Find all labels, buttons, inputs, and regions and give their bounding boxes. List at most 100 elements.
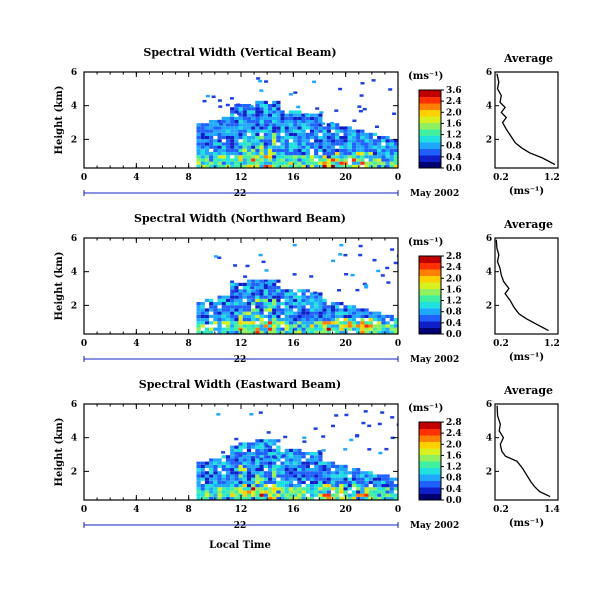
heatmap-cell — [242, 142, 247, 146]
heatmap-cell — [361, 421, 366, 425]
heatmap-cell — [301, 490, 306, 494]
heatmap-cell — [314, 471, 319, 475]
heatmap-cell — [293, 91, 298, 94]
heatmap-cell — [318, 468, 323, 472]
heatmap-cell — [330, 464, 336, 468]
heatmap-cell — [280, 292, 285, 296]
heatmap-cell — [200, 496, 205, 500]
heatmap-cell — [301, 468, 306, 472]
heatmap-cell — [230, 158, 235, 162]
heatmap-cell — [246, 448, 252, 452]
heatmap-cell — [251, 136, 256, 140]
heatmap-cell — [377, 142, 382, 146]
heatmap-cell — [259, 457, 264, 461]
colorbar-swatch — [419, 135, 441, 143]
heatmap-cell — [317, 450, 322, 453]
heatmap-cell — [288, 129, 294, 133]
heatmap-cell — [322, 132, 327, 136]
heatmap-cell — [217, 155, 222, 159]
colorbar-swatch — [419, 155, 441, 162]
heatmap-cell — [225, 311, 231, 315]
heatmap-cell — [272, 139, 277, 143]
heatmap-cell — [204, 142, 210, 146]
heatmap-cell — [230, 448, 235, 452]
heatmap-cell — [276, 158, 281, 162]
average-x-tick-label: 0.2 — [493, 505, 509, 515]
panel-0: Spectral Width (Vertical Beam)0 4 8 12 16 20 0… — [54, 46, 560, 199]
heatmap-cell — [305, 142, 310, 146]
heatmap-cell — [305, 145, 310, 149]
heatmap-cell — [280, 142, 285, 146]
heatmap-cell — [314, 461, 319, 465]
heatmap-cell — [335, 152, 340, 156]
heatmap-cell — [385, 139, 390, 143]
y-tick-label: 4 — [71, 268, 77, 278]
heatmap-cell — [242, 442, 247, 446]
heatmap-cell — [225, 148, 231, 152]
heatmap-cell — [372, 258, 377, 262]
heatmap-cell — [364, 284, 369, 287]
heatmap-cell — [302, 440, 307, 443]
heatmap-cell — [377, 318, 382, 322]
heatmap-cell — [251, 152, 256, 156]
heatmap-cell — [330, 484, 336, 488]
heatmap-cell — [360, 477, 365, 481]
heatmap-cell — [280, 330, 285, 334]
heatmap-cell — [263, 148, 268, 152]
colorbar-swatch — [419, 256, 441, 263]
heatmap-cell — [322, 298, 327, 302]
colorbar-tick-label: 1.6 — [446, 119, 462, 129]
heatmap-cell — [238, 490, 243, 494]
heatmap-cell — [322, 480, 327, 484]
heatmap-cell — [259, 292, 264, 296]
heatmap-cell — [297, 155, 302, 159]
heatmap-cell — [217, 139, 222, 143]
heatmap-cell — [255, 484, 260, 488]
heatmap-cell — [293, 461, 298, 465]
heatmap-cell — [255, 464, 260, 468]
heatmap-cell — [234, 282, 239, 286]
heatmap-cell — [309, 490, 315, 494]
heatmap-cell — [230, 461, 235, 465]
heatmap-cell — [264, 80, 269, 83]
heatmap-cell — [213, 120, 218, 124]
heatmap-cell — [288, 302, 294, 306]
heatmap-cell — [318, 311, 323, 315]
heatmap-cell — [364, 164, 369, 168]
heatmap-cell — [238, 136, 243, 140]
heatmap-cell — [238, 295, 243, 299]
heatmap-cell — [347, 129, 352, 133]
heatmap-cell — [238, 480, 243, 484]
heatmap-cell — [217, 474, 222, 478]
heatmap-cell — [272, 448, 277, 452]
heatmap-cell — [230, 455, 235, 459]
heatmap-cell — [360, 324, 365, 328]
heatmap-cell — [230, 314, 235, 318]
heatmap-cell — [389, 327, 394, 331]
heatmap-cell — [364, 487, 369, 491]
heatmap-cell — [255, 461, 260, 465]
heatmap-cell — [242, 318, 247, 322]
heatmap-cell — [280, 308, 285, 312]
heatmap-cell — [259, 448, 264, 452]
heatmap-cell — [242, 286, 247, 290]
heatmap-cell — [297, 132, 302, 136]
heatmap-cell — [238, 126, 243, 130]
heatmap-cell — [221, 311, 226, 315]
heatmap-cell — [297, 484, 302, 488]
heatmap-cell — [221, 126, 226, 130]
heatmap-cell — [389, 496, 394, 500]
heatmap-cell — [200, 158, 205, 162]
heatmap-cell — [393, 477, 398, 481]
heatmap-cell — [259, 330, 264, 334]
heatmap-cell — [322, 490, 327, 494]
heatmap-cell — [246, 155, 252, 159]
heatmap-cell — [343, 305, 348, 309]
y-tick-label: 6 — [71, 400, 77, 410]
heatmap-cell — [217, 136, 222, 140]
heatmap-cell — [339, 480, 344, 484]
heatmap-cell — [218, 105, 223, 108]
heatmap-cell — [267, 458, 273, 462]
x-tick-label: 20 — [339, 173, 352, 183]
heatmap-cell — [389, 142, 394, 146]
